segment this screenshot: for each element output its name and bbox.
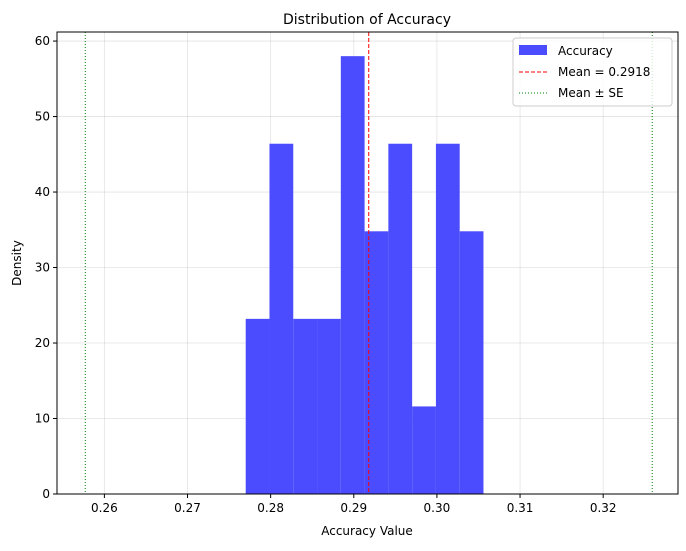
x-tick-label: 0.31 [507, 501, 534, 515]
plot-frame [56, 31, 679, 495]
x-tick-label: 0.28 [257, 501, 284, 515]
histogram-bar [459, 231, 484, 494]
x-axis-ticks: 0.26 0.27 0.28 0.29 0.30 0.31 0.32 [91, 494, 617, 515]
y-tick-label: 50 [35, 110, 50, 124]
histogram-bar [317, 318, 341, 494]
x-tick-label: 0.29 [340, 501, 367, 515]
x-tick-label: 0.27 [174, 501, 201, 515]
legend-box [512, 37, 673, 107]
legend-swatch-accuracy [519, 45, 547, 55]
y-tick-label: 10 [35, 412, 50, 426]
y-tick-label: 20 [35, 336, 50, 350]
histogram-bar [435, 143, 460, 494]
y-axis-label: Density [10, 240, 24, 286]
bars [245, 56, 484, 495]
x-tick-label: 0.26 [91, 501, 118, 515]
y-tick-label: 60 [35, 34, 50, 48]
histogram-bar [245, 318, 270, 494]
legend-label-se: Mean ± SE [558, 86, 624, 100]
x-tick-label: 0.30 [424, 501, 451, 515]
histogram-bar [293, 318, 318, 494]
y-tick-label: 30 [35, 261, 50, 275]
histogram-bar [388, 143, 413, 494]
x-axis-label: Accuracy Value [321, 524, 413, 538]
y-axis-ticks: 0 10 20 30 40 50 60 [35, 34, 57, 501]
y-tick-label: 40 [35, 185, 50, 199]
legend-label-accuracy: Accuracy [558, 44, 613, 58]
x-tick-label: 0.32 [590, 501, 617, 515]
histogram-bar [340, 56, 365, 495]
legend-label-mean: Mean = 0.2918 [558, 65, 650, 79]
chart-title: Distribution of Accuracy [283, 12, 451, 28]
legend: Accuracy Mean = 0.2918 Mean ± SE [512, 37, 673, 107]
histogram-bar [364, 231, 389, 494]
histogram-bar [412, 406, 436, 494]
reference-lines [84, 32, 653, 494]
y-tick-label: 0 [42, 487, 50, 501]
histogram-bar [269, 143, 294, 494]
